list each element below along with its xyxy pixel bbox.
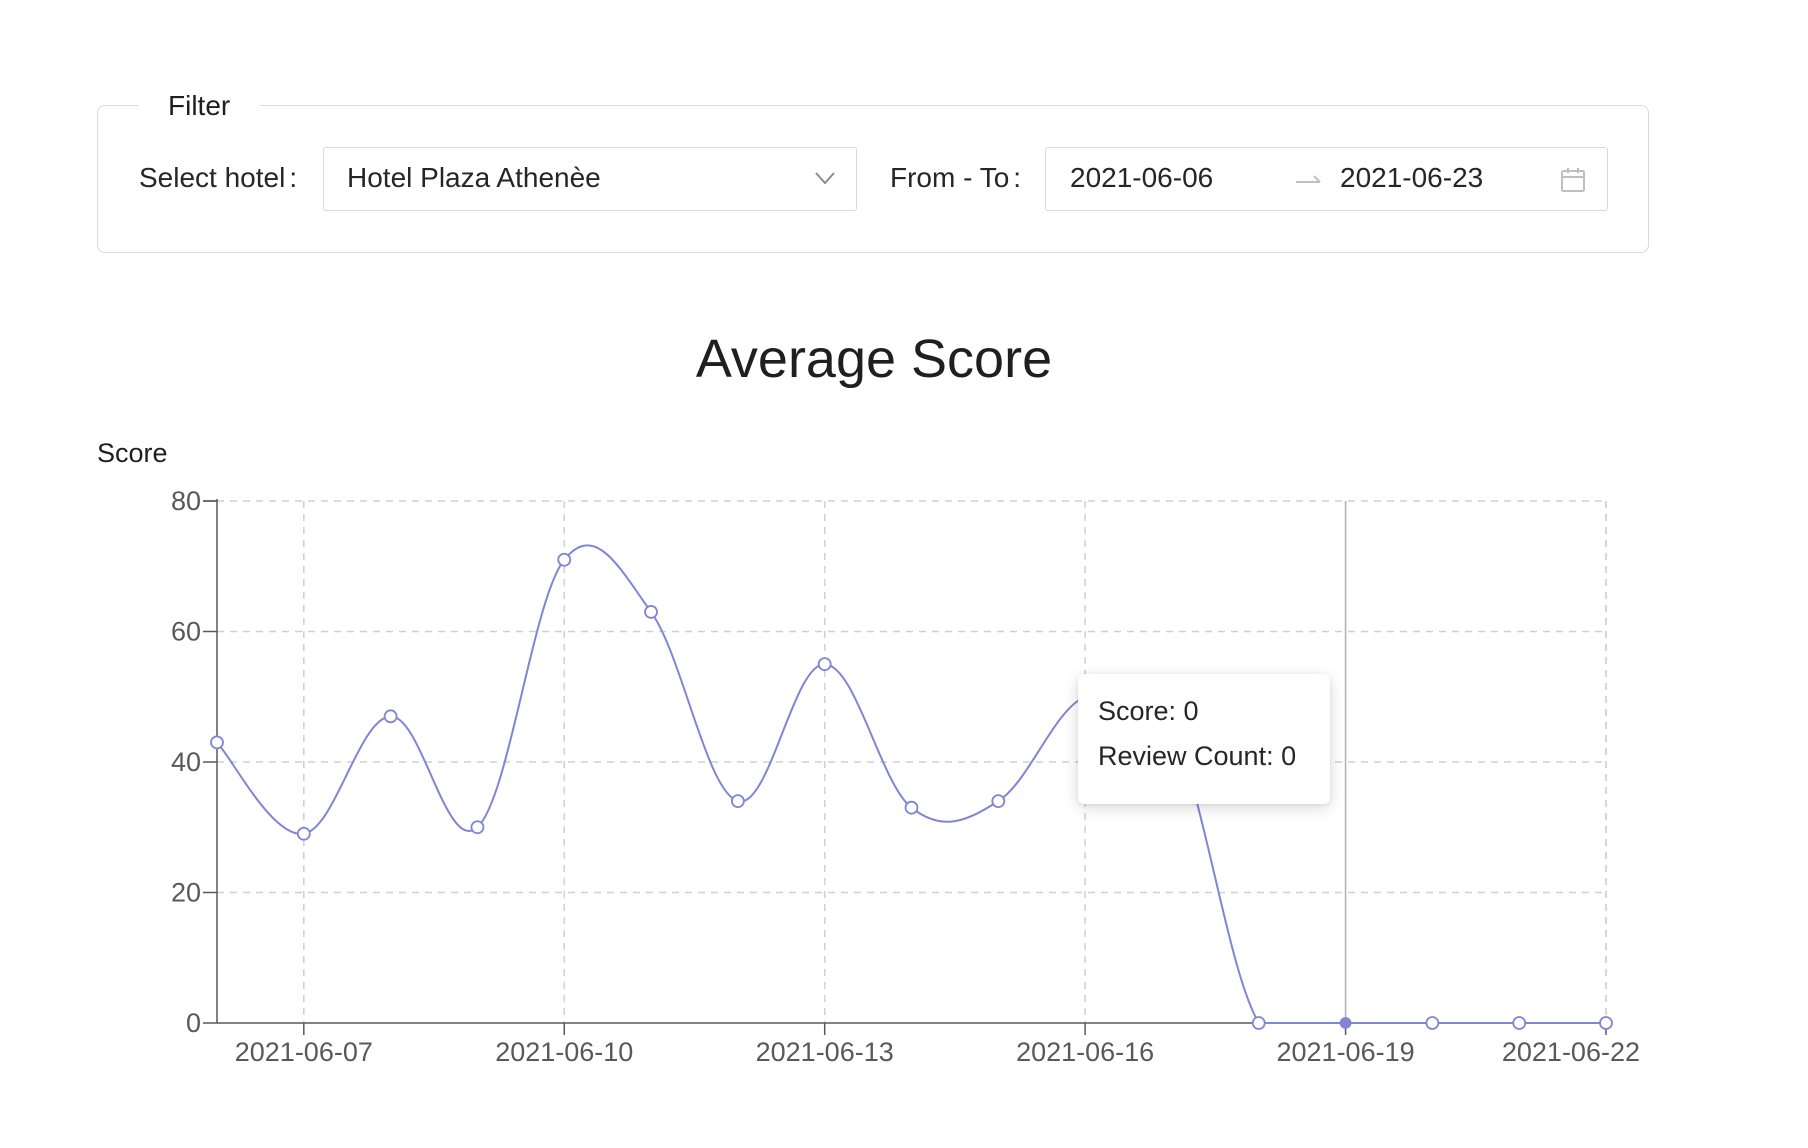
y-axis-title: Score xyxy=(97,438,168,468)
data-point xyxy=(296,826,311,841)
hotel-select-label-text: Select hotel xyxy=(139,162,286,193)
date-range-picker[interactable]: 2021-06-06 2021-06-23 xyxy=(1045,147,1608,211)
calendar-icon[interactable] xyxy=(1559,166,1587,194)
y-tick-label: 80 xyxy=(171,486,201,516)
hotel-select-label: Select hotel: xyxy=(139,162,298,193)
y-tick-label: 0 xyxy=(186,1008,201,1038)
arrow-right-icon xyxy=(1296,175,1321,183)
data-point xyxy=(1339,1017,1352,1029)
hotel-select[interactable]: Hotel Plaza Athenèe xyxy=(323,147,857,211)
data-point xyxy=(1599,1016,1613,1030)
x-tick-label: 2021-06-19 xyxy=(1277,1037,1415,1067)
series-line xyxy=(216,544,1606,1025)
x-tick-label: 2021-06-16 xyxy=(1016,1037,1154,1067)
x-tick-label: 2021-06-13 xyxy=(756,1037,894,1067)
date-range-label-text: From - To xyxy=(890,162,1010,193)
data-point xyxy=(1425,1016,1440,1030)
x-tick-label: 2021-06-22 xyxy=(1502,1037,1640,1067)
tooltip-score: Score: 0 xyxy=(1098,696,1199,726)
y-tick-label: 60 xyxy=(171,617,201,647)
x-tick-label: 2021-06-10 xyxy=(495,1037,633,1067)
data-point xyxy=(991,794,1006,809)
data-point xyxy=(1251,1016,1266,1030)
data-point xyxy=(383,709,398,724)
label-layer: 0 20 40 60 80 2021-06-07 2021-06-10 2021-06-13 2… xyxy=(171,486,1640,1067)
data-point xyxy=(904,800,919,815)
hotel-select-value: Hotel Plaza Athenèe xyxy=(347,162,601,193)
point-layer xyxy=(210,552,1613,1030)
data-point xyxy=(470,820,485,835)
chart-title: Average Score xyxy=(695,329,1053,389)
line-layer xyxy=(216,544,1606,1025)
tooltip-review-count: Review Count: 0 xyxy=(1098,741,1297,771)
y-tick-label: 40 xyxy=(171,747,201,777)
data-point xyxy=(1512,1016,1527,1030)
data-point xyxy=(557,552,572,567)
data-point xyxy=(817,657,832,672)
data-point xyxy=(644,605,658,619)
date-from-input[interactable]: 2021-06-06 xyxy=(1070,162,1214,193)
filter-legend: Filter xyxy=(138,90,261,122)
data-point xyxy=(210,735,224,750)
date-to-input[interactable]: 2021-06-23 xyxy=(1340,162,1484,193)
x-tick-label: 2021-06-07 xyxy=(235,1037,373,1067)
axis-layer xyxy=(203,499,1610,1035)
chart-tooltip: Score: 0 Review Count: 0 xyxy=(1078,674,1330,804)
chevron-down-icon xyxy=(815,172,835,185)
date-range-label: From - To: xyxy=(890,162,1022,193)
grid-layer xyxy=(217,500,1607,1023)
data-point xyxy=(730,794,745,809)
y-tick-label: 20 xyxy=(171,878,201,908)
filter-panel xyxy=(97,105,1649,253)
